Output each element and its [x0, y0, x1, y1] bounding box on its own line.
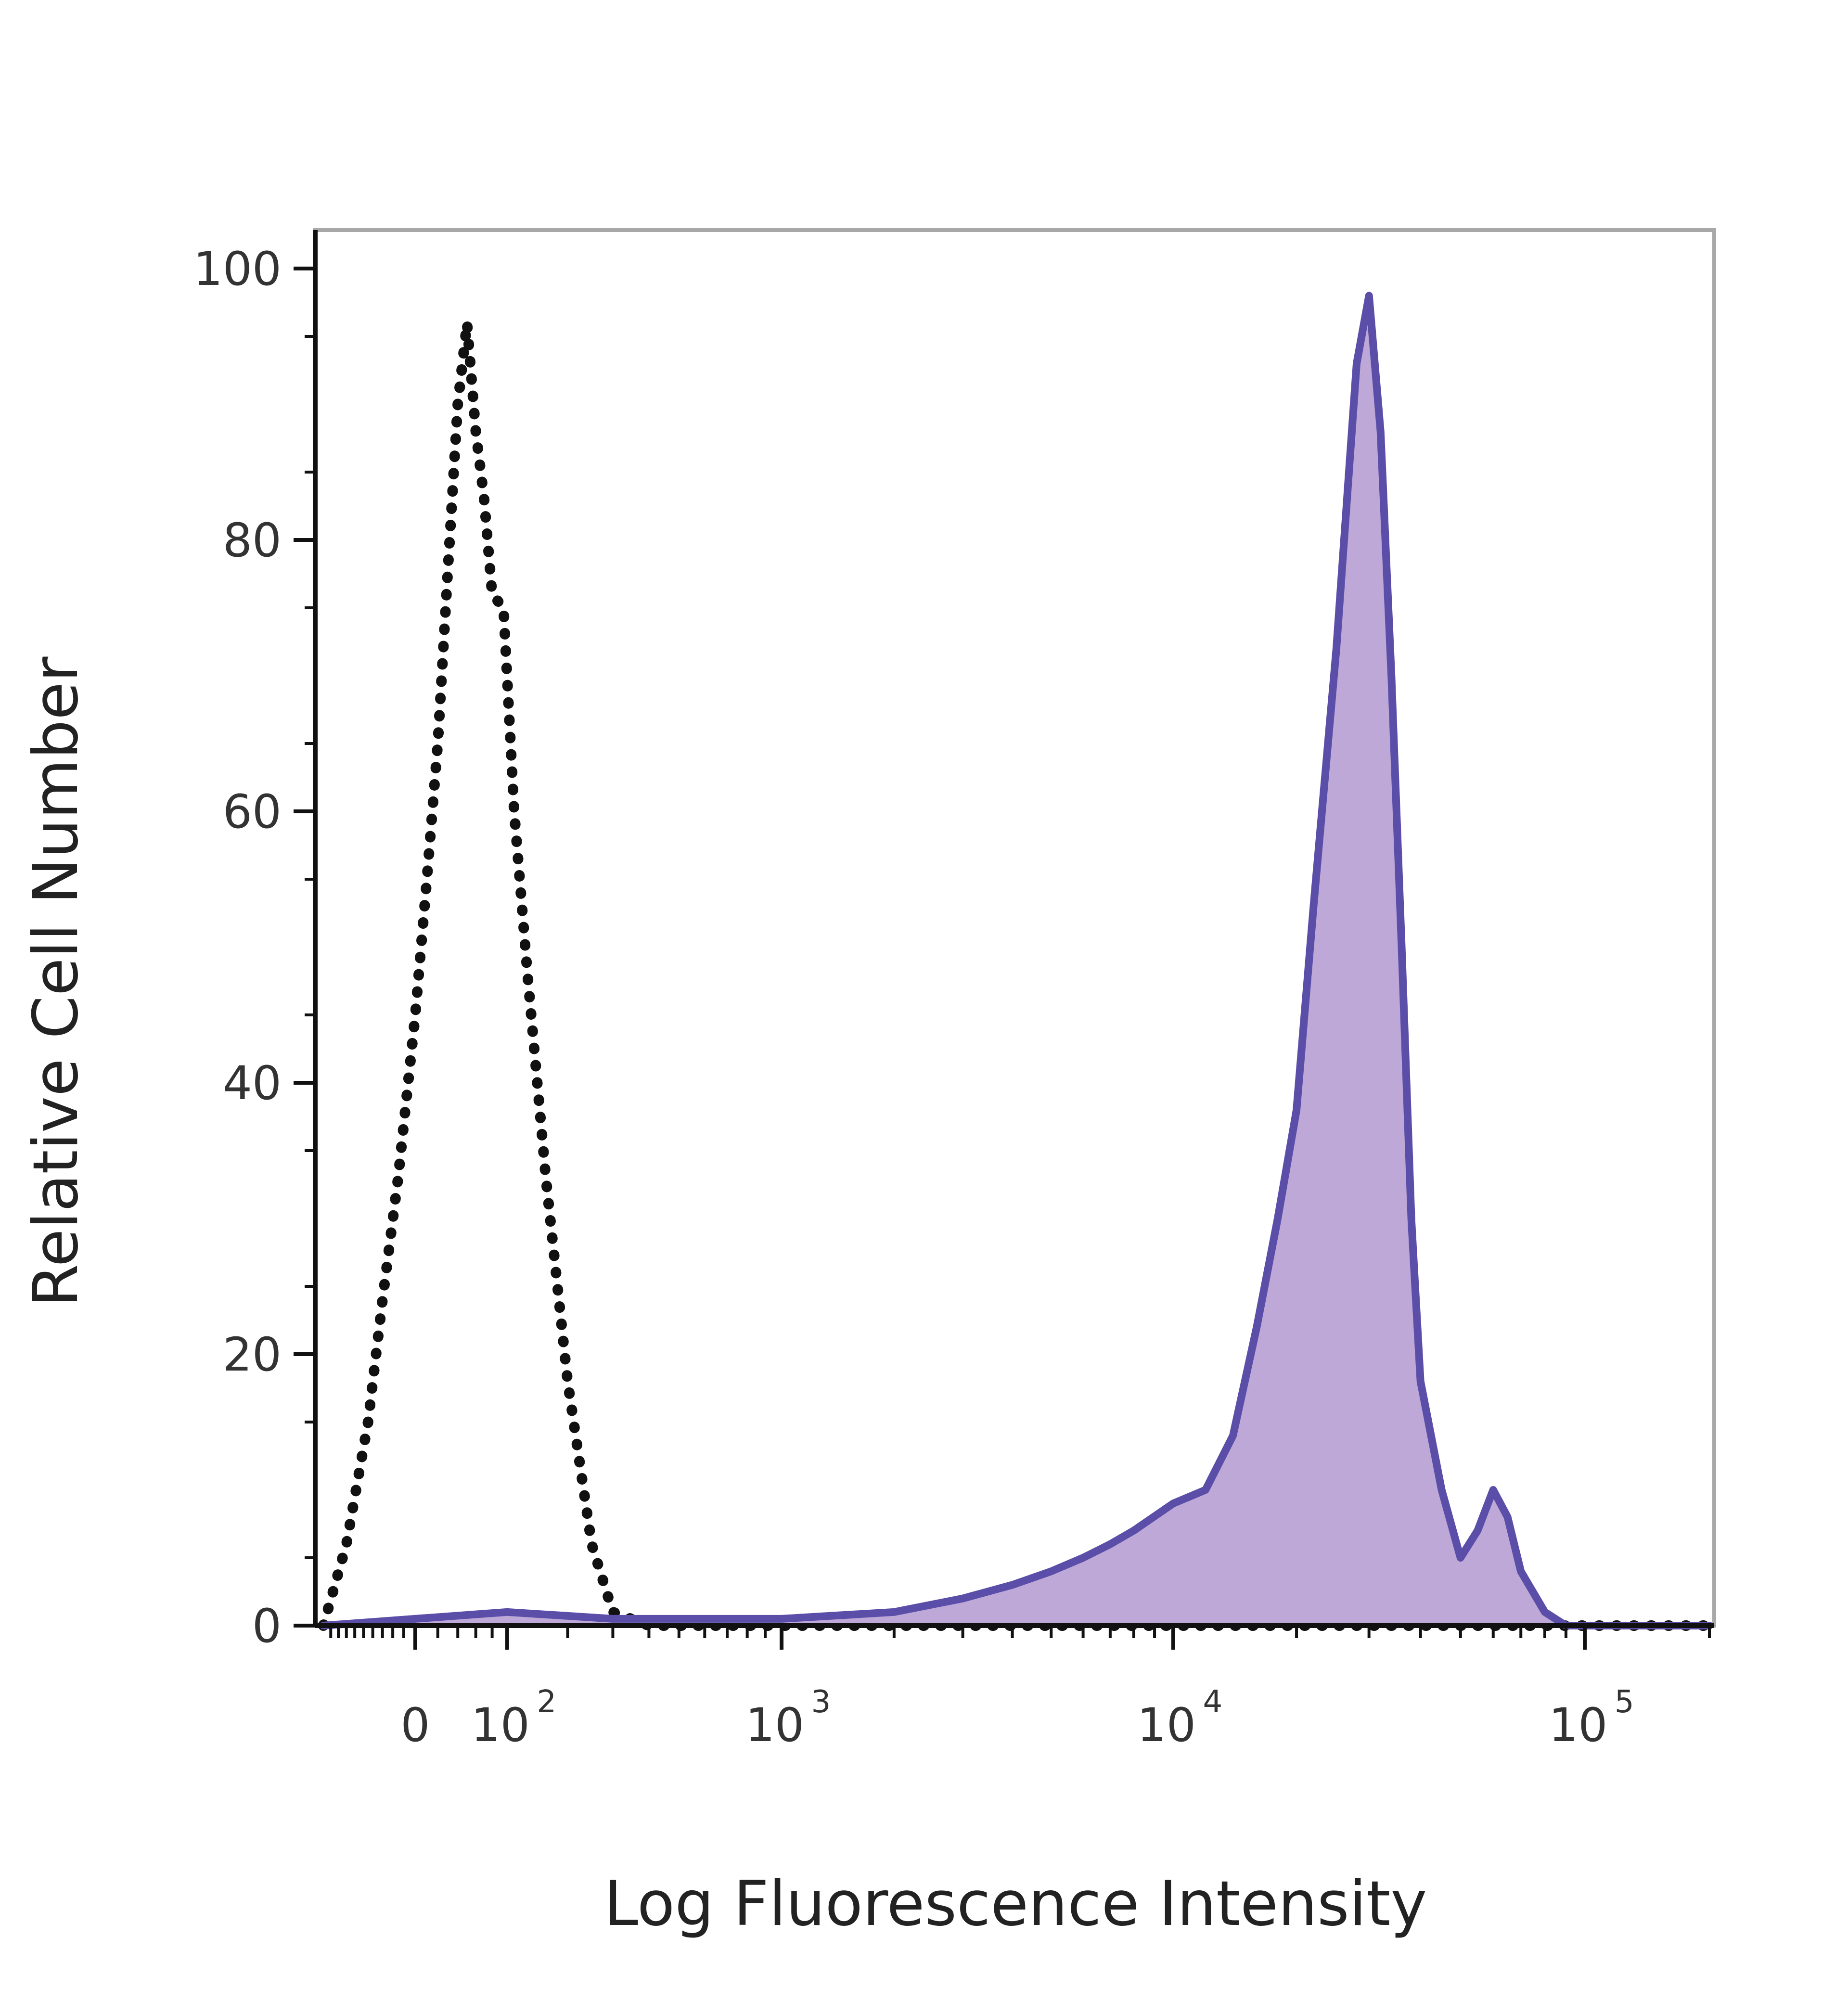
x-tick-label: 10 [471, 1698, 530, 1752]
x-axis-ticks: 0 10 2 10 3 10 4 10 5 [329, 1626, 1711, 1752]
y-axis-title: Relative Cell Number [20, 656, 92, 1307]
y-tick-label: 20 [223, 1328, 282, 1382]
y-axis-ticks: 0 20 40 60 80 100 [193, 242, 315, 1653]
x-axis-title: Log Fluorescence Intensity [604, 1868, 1427, 1940]
series-1-line [320, 292, 1713, 1629]
series-0-line [318, 317, 1715, 1631]
y-tick-label: 100 [193, 242, 282, 296]
series-layer [318, 292, 1715, 1631]
x-tick-label: 10 [1549, 1698, 1607, 1752]
x-tick-exponent: 3 [811, 1684, 831, 1720]
x-tick-label: 10 [745, 1698, 804, 1752]
y-tick-label: 0 [252, 1599, 282, 1653]
x-tick-label: 10 [1137, 1698, 1196, 1752]
x-tick-label: 0 [400, 1698, 430, 1752]
x-tick-exponent: 4 [1203, 1684, 1222, 1720]
y-tick-label: 80 [223, 513, 282, 567]
series-1-area [323, 295, 1709, 1626]
x-tick-exponent: 2 [537, 1684, 556, 1720]
y-tick-label: 60 [223, 785, 282, 839]
y-tick-label: 40 [223, 1056, 282, 1110]
x-tick-exponent: 5 [1615, 1684, 1634, 1720]
